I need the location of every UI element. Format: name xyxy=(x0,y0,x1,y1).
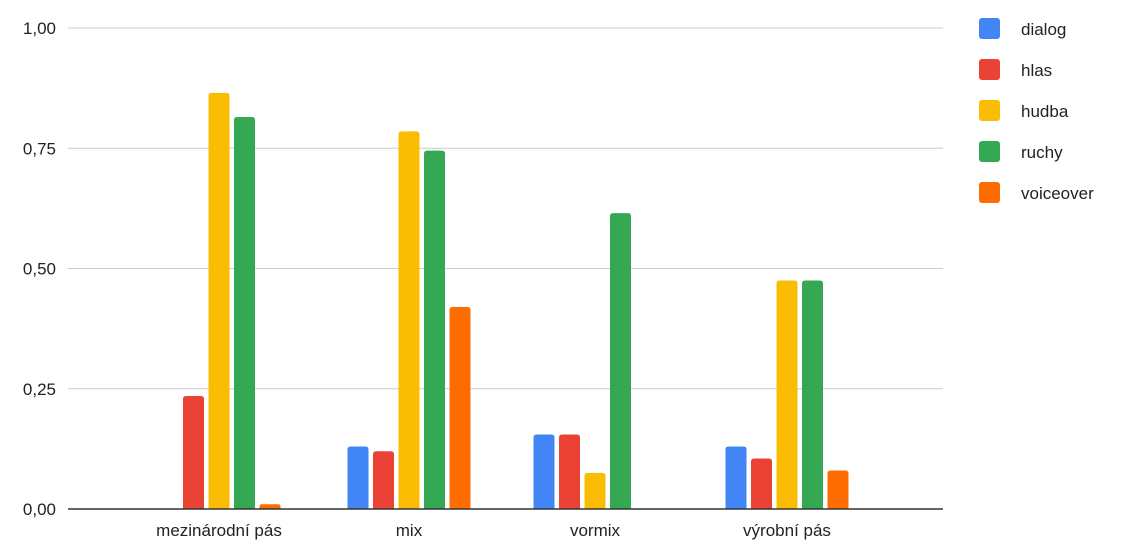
legend-swatch-voiceover xyxy=(979,182,1000,203)
x-tick-label: mix xyxy=(396,521,423,540)
bar-hudba-1 xyxy=(398,131,420,510)
legend-label-voiceover: voiceover xyxy=(1021,184,1094,203)
x-tick-label: výrobní pás xyxy=(743,521,831,540)
x-tick-label: mezinárodní pás xyxy=(156,521,282,540)
bars xyxy=(183,92,849,510)
legend-swatch-hlas xyxy=(979,59,1000,80)
y-tick-label: 0,00 xyxy=(23,500,56,519)
bar-ruchy-3 xyxy=(802,280,823,509)
bar-dialog-2 xyxy=(533,434,555,509)
bar-ruchy-0 xyxy=(234,116,255,510)
bar-voiceover-0 xyxy=(259,504,281,509)
bar-hlas-2 xyxy=(559,434,580,509)
legend-swatch-dialog xyxy=(979,18,1000,39)
legend-swatch-hudba xyxy=(979,100,1000,121)
y-tick-label: 0,25 xyxy=(23,380,56,399)
axes: 0,00 0,25 0,50 0,75 1,00 mezinárodní pás mix vo… xyxy=(23,19,943,540)
y-tick-label: 0,50 xyxy=(23,260,56,279)
y-tick-label: 0,75 xyxy=(23,139,56,158)
bar-hudba-3 xyxy=(776,280,798,509)
bar-hudba-0 xyxy=(208,92,230,509)
bar-voiceover-3 xyxy=(827,470,849,509)
legend-label-dialog: dialog xyxy=(1021,20,1066,39)
bar-ruchy-2 xyxy=(610,213,631,509)
bar-hudba-2 xyxy=(584,472,606,509)
bar-dialog-1 xyxy=(347,446,369,509)
bar-ruchy-1 xyxy=(424,150,445,509)
y-tick-label: 1,00 xyxy=(23,19,56,38)
bar-dialog-3 xyxy=(725,446,747,509)
x-tick-label: vormix xyxy=(570,521,621,540)
legend: dialog hlas hudba ruchy voiceover xyxy=(979,18,1094,203)
legend-label-ruchy: ruchy xyxy=(1021,143,1063,162)
bar-voiceover-1 xyxy=(449,306,471,509)
legend-swatch-ruchy xyxy=(979,141,1000,162)
bar-hlas-3 xyxy=(751,458,772,509)
legend-label-hlas: hlas xyxy=(1021,61,1052,80)
bar-hlas-1 xyxy=(373,451,394,509)
bar-hlas-0 xyxy=(183,395,204,509)
legend-label-hudba: hudba xyxy=(1021,102,1069,121)
